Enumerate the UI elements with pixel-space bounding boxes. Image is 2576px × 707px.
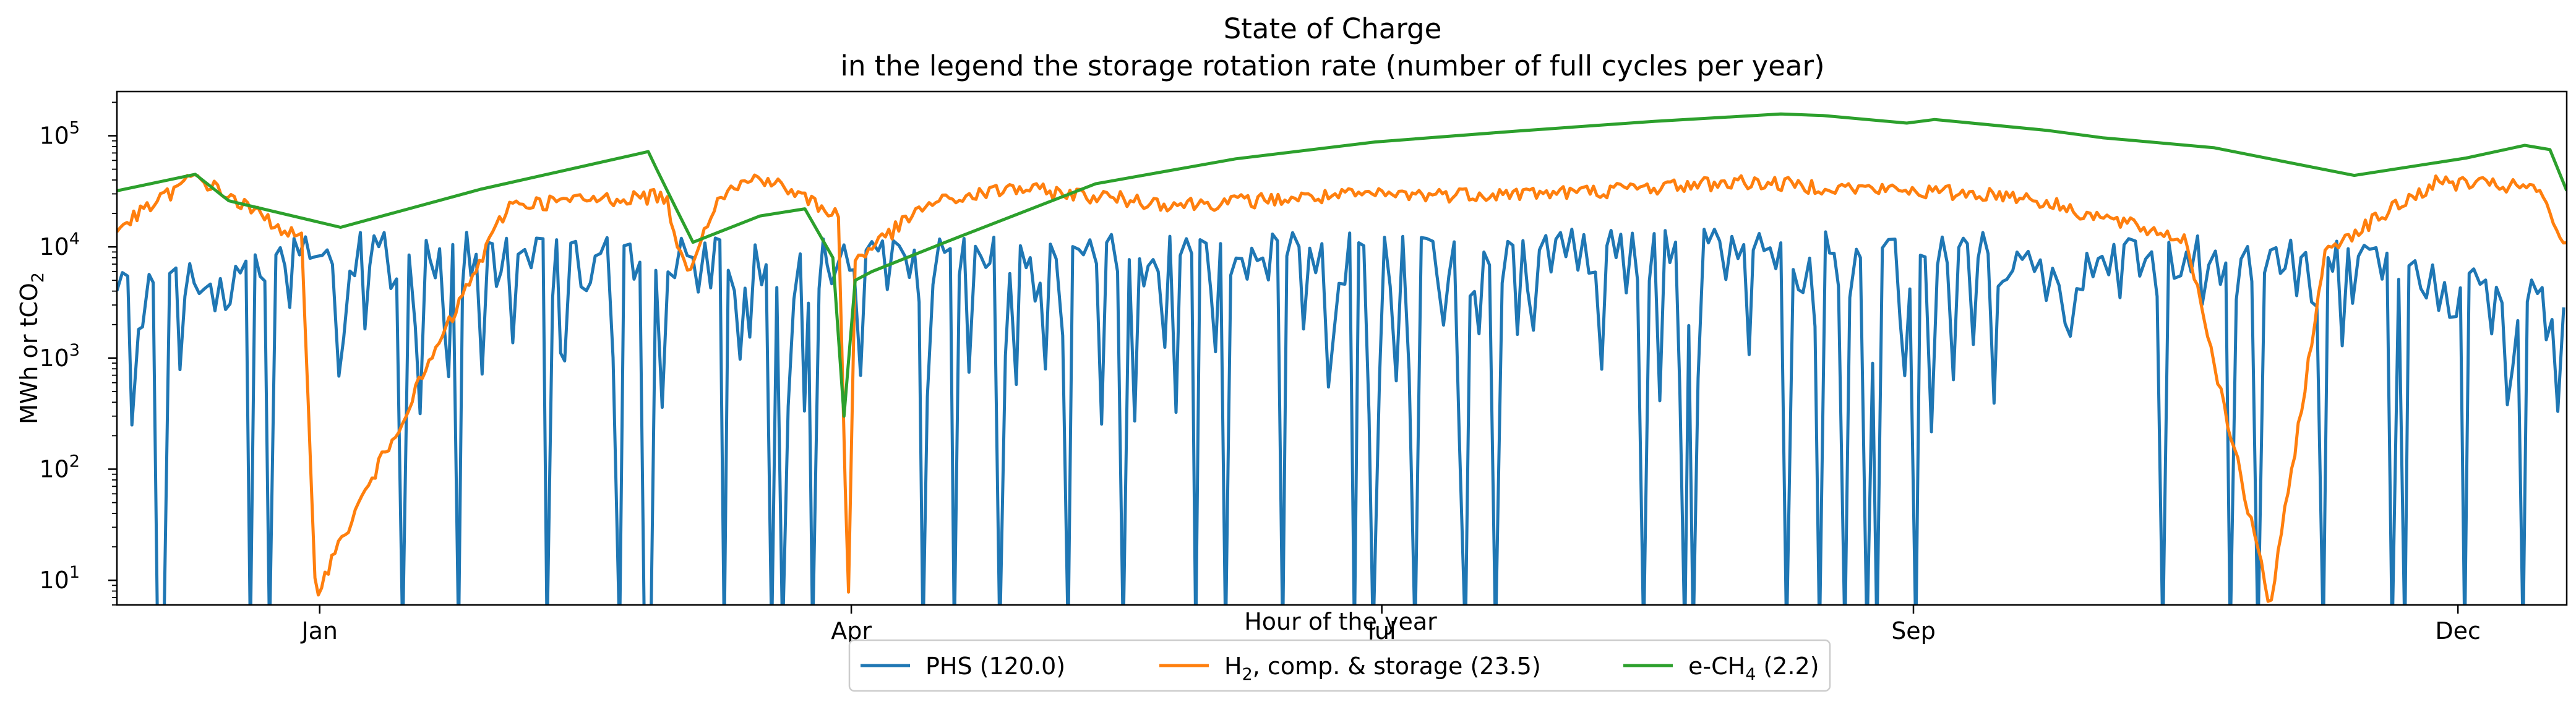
y-tick-label-1: 101 (39, 563, 80, 594)
chart-subtitle: in the legend the storage rotation rate … (840, 49, 1824, 82)
y-tick-label-4: 104 (39, 229, 80, 260)
legend-label-h2: H2, comp. & storage (23.5) (1224, 653, 1541, 684)
legend: PHS (120.0) H2, comp. & storage (23.5) e… (848, 639, 1831, 692)
y-tick-label-3: 103 (39, 341, 80, 372)
chart-title: State of Charge (1224, 12, 1442, 45)
legend-label-ech4: e-CH4 (2.2) (1688, 653, 1819, 684)
y-axis-label: MWh or tCO2 (15, 272, 48, 424)
x-tick-label-jan: Jan (300, 617, 338, 645)
y-axis: 101 102 103 104 105 (39, 101, 117, 606)
y-tick-label-5: 105 (39, 118, 80, 149)
y-tick-label-2: 102 (39, 452, 80, 482)
series-line-phs (117, 228, 2565, 605)
plot-frame (116, 90, 2568, 606)
series-layer (117, 112, 2567, 605)
series-line-ech4 (117, 112, 2567, 418)
legend-label-phs: PHS (120.0) (925, 653, 1065, 680)
x-axis-label: Hour of the year (1244, 608, 1437, 635)
legend-box (848, 639, 1831, 692)
x-tick-label-sep: Sep (1891, 617, 1936, 645)
x-tick-label-dec: Dec (2435, 617, 2481, 645)
series-line-h2 (117, 173, 2567, 603)
